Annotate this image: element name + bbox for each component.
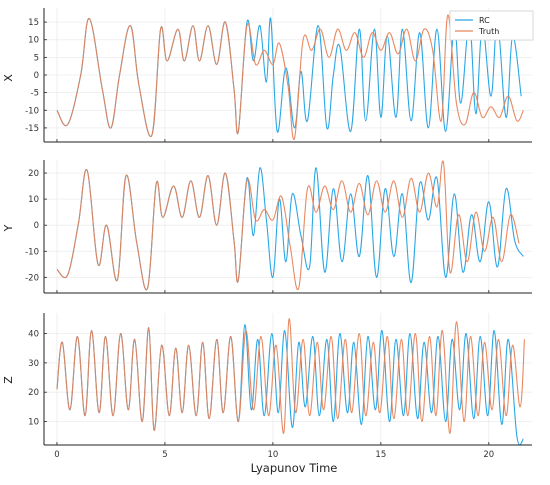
x-tick-label-0: 0: [54, 450, 59, 460]
y-tick-label-z-2: 20: [28, 388, 39, 398]
y-tick-label-y-0: 20: [28, 169, 39, 179]
series-line-truth-z: [56, 318, 525, 434]
y-axis-label-z: Z: [2, 376, 15, 384]
x-axis-label: Lyapunov Time: [251, 461, 338, 475]
y-tick-label-z-1: 30: [28, 359, 39, 369]
y-tick-label-x-5: -10: [25, 106, 39, 116]
y-axis-label-y: Y: [2, 224, 15, 232]
panel-z: 40 30 20 10 0 5 10 15 20 Z: [2, 313, 532, 460]
y-tick-label-z-0: 40: [28, 330, 39, 340]
axes-x: 15 10 5 0 -5 -10 -15: [25, 8, 532, 143]
y-tick-label-z-3: 10: [28, 418, 39, 428]
x-tick-label-1: 5: [162, 450, 167, 460]
y-tick-label-y-2: 0: [34, 221, 39, 231]
panel-y: 20 10 0 -10 -20 Y: [2, 160, 532, 294]
grid-y: [44, 160, 532, 293]
x-tick-label-2: 10: [267, 450, 278, 460]
y-tick-label-x-6: -15: [25, 124, 39, 134]
y-tick-label-y-3: -10: [25, 247, 39, 257]
legend: RC Truth: [449, 10, 534, 41]
y-tick-label-x-1: 10: [28, 36, 39, 46]
series-group-y: [56, 160, 524, 291]
y-tick-label-y-4: -20: [25, 273, 39, 283]
axes-y: 20 10 0 -10 -20: [25, 160, 532, 294]
series-line-truth-y: [56, 160, 520, 291]
series-line-truth-x: [56, 14, 524, 140]
x-tick-label-4: 20: [483, 450, 494, 460]
legend-label-rc: RC: [479, 16, 490, 25]
series-line-rc-y: [56, 167, 524, 291]
y-tick-label-x-0: 15: [28, 18, 39, 28]
y-tick-label-x-4: -5: [31, 89, 39, 99]
axes-z: 40 30 20 10 0 5 10 15 20: [28, 313, 532, 460]
y-tick-label-x-3: 0: [34, 71, 39, 81]
y-tick-label-y-1: 10: [28, 195, 39, 205]
x-tick-label-3: 15: [375, 450, 386, 460]
y-axis-label-x: X: [2, 74, 15, 82]
y-tick-label-x-2: 5: [34, 53, 39, 63]
series-group-z: [56, 318, 525, 446]
legend-box: [449, 10, 534, 41]
legend-label-truth: Truth: [478, 27, 499, 36]
